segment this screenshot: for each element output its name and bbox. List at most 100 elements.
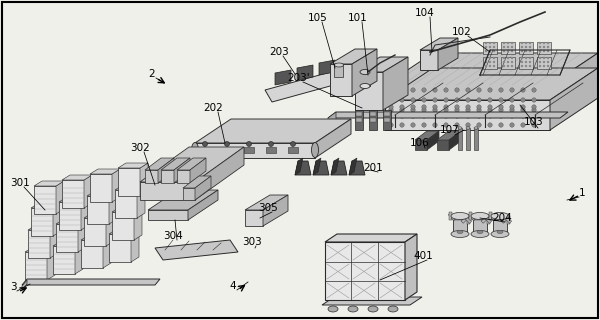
Text: 304: 304 — [163, 231, 183, 241]
Bar — [474, 217, 482, 220]
Circle shape — [466, 105, 470, 109]
Bar — [461, 216, 469, 223]
Polygon shape — [131, 229, 139, 262]
Polygon shape — [140, 163, 148, 196]
Circle shape — [547, 46, 549, 48]
Ellipse shape — [311, 142, 319, 157]
Circle shape — [485, 46, 487, 48]
Polygon shape — [161, 170, 174, 183]
Bar — [334, 65, 343, 77]
Circle shape — [466, 114, 470, 118]
Circle shape — [493, 42, 495, 44]
Circle shape — [532, 105, 536, 109]
Circle shape — [411, 105, 415, 109]
Circle shape — [507, 61, 509, 63]
Ellipse shape — [491, 230, 509, 237]
Circle shape — [455, 88, 459, 92]
Circle shape — [489, 46, 491, 48]
Polygon shape — [195, 176, 211, 200]
Ellipse shape — [457, 230, 463, 234]
Polygon shape — [328, 112, 568, 118]
Text: 101: 101 — [348, 13, 368, 23]
Polygon shape — [87, 191, 117, 196]
Circle shape — [485, 42, 487, 44]
Polygon shape — [75, 241, 83, 274]
Circle shape — [422, 114, 426, 118]
Circle shape — [455, 98, 459, 102]
Circle shape — [489, 42, 491, 44]
Polygon shape — [331, 158, 339, 175]
Polygon shape — [245, 210, 263, 226]
Circle shape — [422, 123, 426, 127]
Circle shape — [539, 57, 541, 59]
Polygon shape — [50, 225, 58, 258]
Ellipse shape — [471, 230, 489, 237]
Polygon shape — [112, 212, 134, 240]
Bar — [356, 118, 362, 122]
Polygon shape — [148, 190, 218, 210]
Polygon shape — [140, 182, 195, 200]
Circle shape — [411, 108, 415, 112]
Circle shape — [389, 105, 393, 109]
Circle shape — [511, 46, 513, 48]
Polygon shape — [537, 42, 551, 54]
Circle shape — [488, 123, 492, 127]
Polygon shape — [415, 140, 427, 150]
Text: 3: 3 — [10, 282, 16, 292]
Polygon shape — [25, 247, 55, 252]
Polygon shape — [183, 176, 211, 188]
Circle shape — [547, 50, 549, 52]
Circle shape — [444, 105, 448, 109]
Ellipse shape — [477, 230, 483, 234]
Polygon shape — [81, 235, 111, 240]
Text: 203: 203 — [269, 47, 289, 57]
Circle shape — [521, 98, 525, 102]
Polygon shape — [62, 180, 84, 208]
Polygon shape — [355, 72, 383, 110]
Circle shape — [511, 57, 513, 59]
Circle shape — [433, 108, 437, 112]
Circle shape — [224, 141, 229, 147]
Circle shape — [466, 123, 470, 127]
Text: 201: 201 — [363, 163, 383, 173]
Bar — [478, 217, 486, 220]
Bar — [383, 110, 391, 130]
Circle shape — [503, 61, 505, 63]
Polygon shape — [84, 175, 92, 208]
Circle shape — [539, 46, 541, 48]
Ellipse shape — [388, 306, 398, 312]
Polygon shape — [245, 195, 288, 210]
Polygon shape — [427, 131, 439, 150]
Bar — [454, 217, 462, 220]
Polygon shape — [25, 252, 47, 280]
Circle shape — [444, 98, 448, 102]
Circle shape — [539, 42, 541, 44]
Bar — [469, 213, 476, 220]
Circle shape — [489, 61, 491, 63]
Circle shape — [489, 50, 491, 52]
Polygon shape — [109, 229, 139, 234]
Circle shape — [529, 42, 531, 44]
Polygon shape — [87, 196, 109, 224]
Bar — [469, 212, 472, 220]
Polygon shape — [106, 213, 114, 246]
Bar — [448, 213, 456, 220]
Circle shape — [525, 42, 527, 44]
Polygon shape — [297, 65, 313, 80]
Polygon shape — [22, 280, 27, 290]
Circle shape — [511, 42, 513, 44]
Circle shape — [532, 108, 536, 112]
Circle shape — [488, 114, 492, 118]
Circle shape — [489, 57, 491, 59]
Circle shape — [477, 98, 481, 102]
Polygon shape — [137, 185, 145, 218]
Polygon shape — [56, 224, 78, 252]
Ellipse shape — [471, 212, 489, 220]
Circle shape — [539, 50, 541, 52]
Circle shape — [493, 57, 495, 59]
Circle shape — [489, 65, 491, 67]
Circle shape — [466, 88, 470, 92]
Circle shape — [411, 98, 415, 102]
Polygon shape — [195, 143, 315, 158]
Polygon shape — [420, 50, 438, 70]
